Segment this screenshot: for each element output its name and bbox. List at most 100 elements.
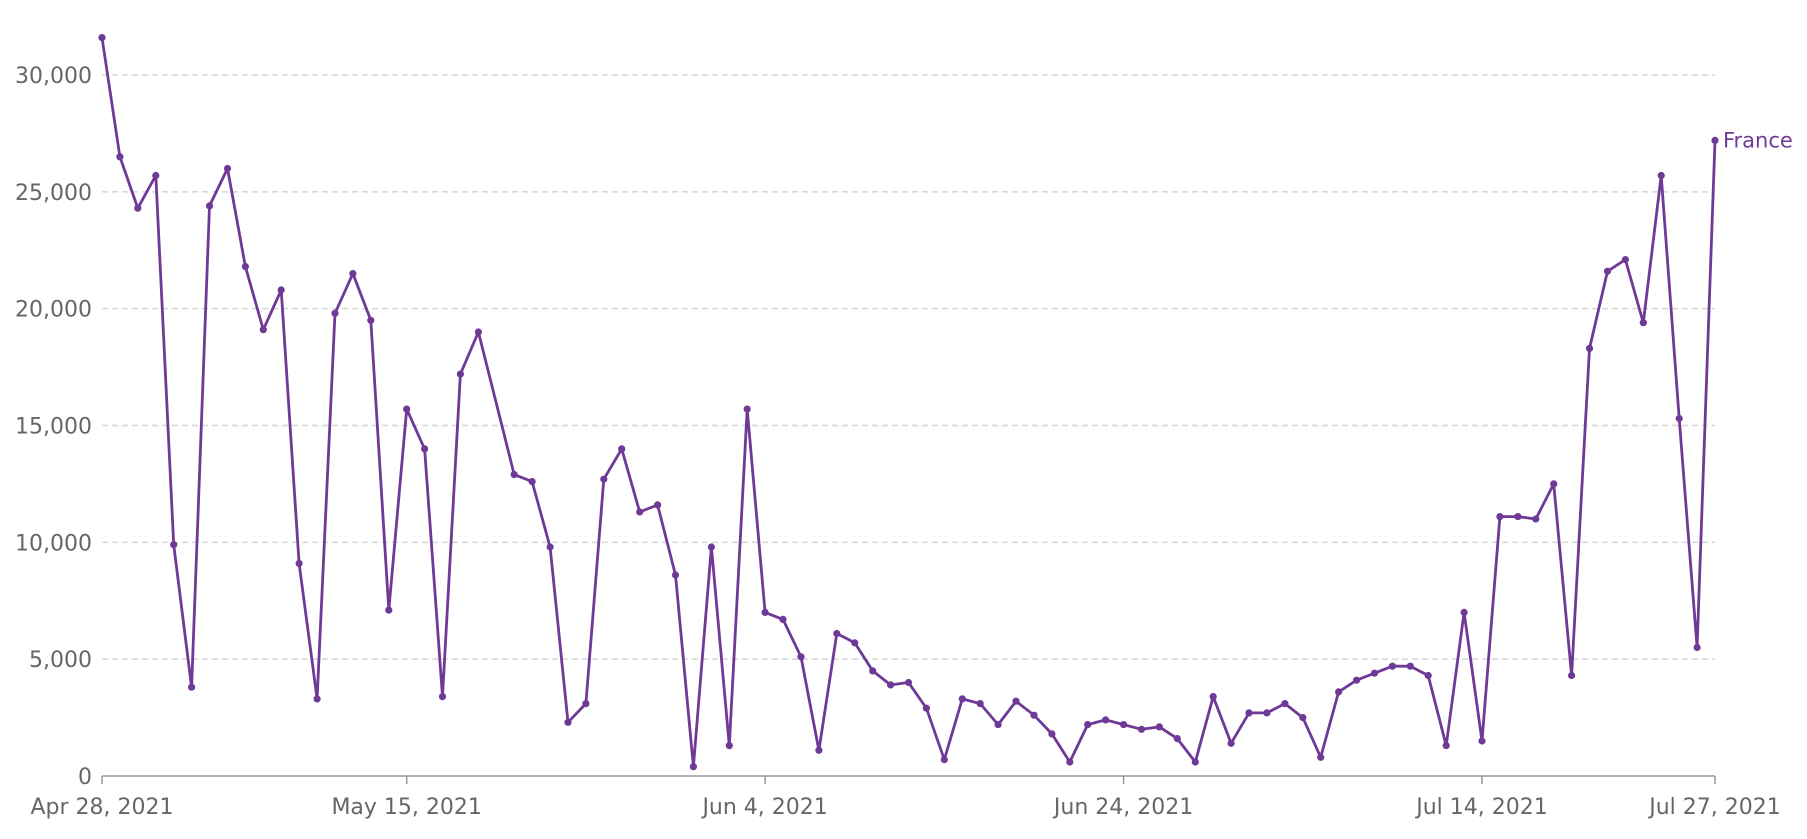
data-point bbox=[994, 721, 1002, 729]
data-point bbox=[403, 405, 411, 413]
data-point bbox=[456, 370, 464, 378]
data-point bbox=[1675, 414, 1683, 423]
data-point bbox=[1066, 758, 1074, 766]
data-point bbox=[1693, 643, 1701, 652]
data-point bbox=[98, 34, 106, 42]
data-point bbox=[1030, 711, 1038, 719]
data-point bbox=[1299, 714, 1307, 722]
data-point bbox=[1335, 688, 1343, 696]
data-point bbox=[1424, 671, 1432, 680]
data-point bbox=[1317, 753, 1325, 761]
data-point bbox=[1191, 758, 1199, 766]
data-point bbox=[438, 693, 447, 701]
data-point bbox=[241, 263, 249, 271]
data-point bbox=[1621, 256, 1629, 264]
data-point bbox=[940, 756, 948, 764]
data-point bbox=[1657, 171, 1665, 180]
y-axis-tick-labels: 0 5,000 10,000 15,000 20,000 25,000 30,000 bbox=[15, 64, 92, 790]
data-point bbox=[313, 695, 321, 703]
data-point bbox=[689, 763, 698, 771]
data-point bbox=[295, 559, 303, 568]
data-point bbox=[1568, 671, 1576, 680]
data-point bbox=[1406, 662, 1414, 670]
data-point bbox=[277, 286, 285, 294]
data-point bbox=[1478, 737, 1486, 745]
data-point bbox=[851, 639, 859, 647]
x-tick-label: Jul 14, 2021 bbox=[1414, 795, 1548, 820]
gridlines bbox=[102, 74, 1715, 660]
data-point bbox=[1442, 742, 1450, 750]
data-point bbox=[707, 543, 716, 551]
data-point bbox=[1173, 735, 1181, 743]
x-axis-ticks: Apr 28, 2021 May 15, 2021 Jun 4, 2021 Jun 2… bbox=[30, 776, 1781, 820]
data-point bbox=[188, 683, 196, 691]
data-point bbox=[833, 629, 841, 638]
data-point bbox=[170, 541, 178, 549]
data-point bbox=[797, 653, 805, 661]
data-point bbox=[152, 171, 160, 180]
data-point bbox=[1012, 697, 1020, 705]
data-point bbox=[743, 405, 751, 413]
data-point bbox=[385, 606, 393, 614]
data-point bbox=[367, 316, 375, 324]
data-point bbox=[671, 571, 680, 579]
data-point bbox=[259, 326, 267, 334]
data-point bbox=[223, 164, 232, 173]
y-tick-label: 20,000 bbox=[15, 298, 92, 323]
data-point bbox=[349, 270, 357, 278]
data-point bbox=[887, 681, 895, 689]
data-point bbox=[1209, 693, 1217, 701]
x-tick-label: Jun 4, 2021 bbox=[700, 795, 827, 820]
x-tick-label: Jul 27, 2021 bbox=[1647, 795, 1781, 820]
data-point bbox=[1639, 319, 1647, 327]
data-point bbox=[869, 667, 877, 675]
data-point bbox=[1603, 267, 1612, 275]
data-point bbox=[1585, 344, 1594, 352]
data-point bbox=[1496, 513, 1504, 521]
series-label-france: France bbox=[1723, 128, 1793, 152]
data-point bbox=[474, 328, 482, 336]
y-tick-label: 30,000 bbox=[15, 64, 92, 89]
data-point bbox=[116, 153, 124, 161]
data-point bbox=[528, 478, 536, 486]
data-point bbox=[1370, 669, 1379, 677]
y-tick-label: 5,000 bbox=[29, 648, 92, 673]
data-point bbox=[922, 704, 931, 712]
x-tick-label: Apr 28, 2021 bbox=[30, 795, 173, 820]
data-point bbox=[1245, 709, 1253, 717]
data-point bbox=[1263, 709, 1271, 717]
series-line-france bbox=[100, 37, 1717, 769]
data-point bbox=[1048, 730, 1056, 738]
data-point bbox=[546, 543, 554, 551]
y-tick-label: 15,000 bbox=[15, 415, 92, 440]
x-tick-label: May 15, 2021 bbox=[331, 795, 481, 820]
data-point bbox=[1550, 480, 1558, 488]
y-tick-label: 10,000 bbox=[15, 531, 92, 556]
x-tick-label: Jun 24, 2021 bbox=[1052, 795, 1193, 820]
data-point bbox=[331, 309, 339, 317]
y-tick-label: 0 bbox=[78, 765, 92, 790]
data-point bbox=[1514, 513, 1522, 521]
data-point bbox=[564, 718, 572, 726]
data-point bbox=[815, 746, 823, 754]
data-point bbox=[976, 700, 984, 708]
data-point bbox=[654, 501, 662, 509]
data-point bbox=[1155, 723, 1163, 731]
data-point bbox=[582, 700, 590, 708]
data-point bbox=[958, 695, 966, 703]
data-point bbox=[1102, 716, 1110, 724]
data-point bbox=[1388, 662, 1396, 670]
data-points bbox=[98, 34, 1719, 771]
data-point bbox=[761, 608, 769, 617]
data-point bbox=[1460, 608, 1468, 617]
data-point bbox=[421, 445, 429, 453]
data-point bbox=[1084, 721, 1092, 729]
data-point bbox=[1137, 725, 1146, 733]
data-point bbox=[1711, 136, 1719, 144]
y-tick-label: 25,000 bbox=[15, 181, 92, 206]
data-point bbox=[1120, 721, 1128, 729]
data-point bbox=[1227, 739, 1235, 747]
data-point bbox=[600, 475, 608, 483]
data-point bbox=[636, 508, 644, 516]
